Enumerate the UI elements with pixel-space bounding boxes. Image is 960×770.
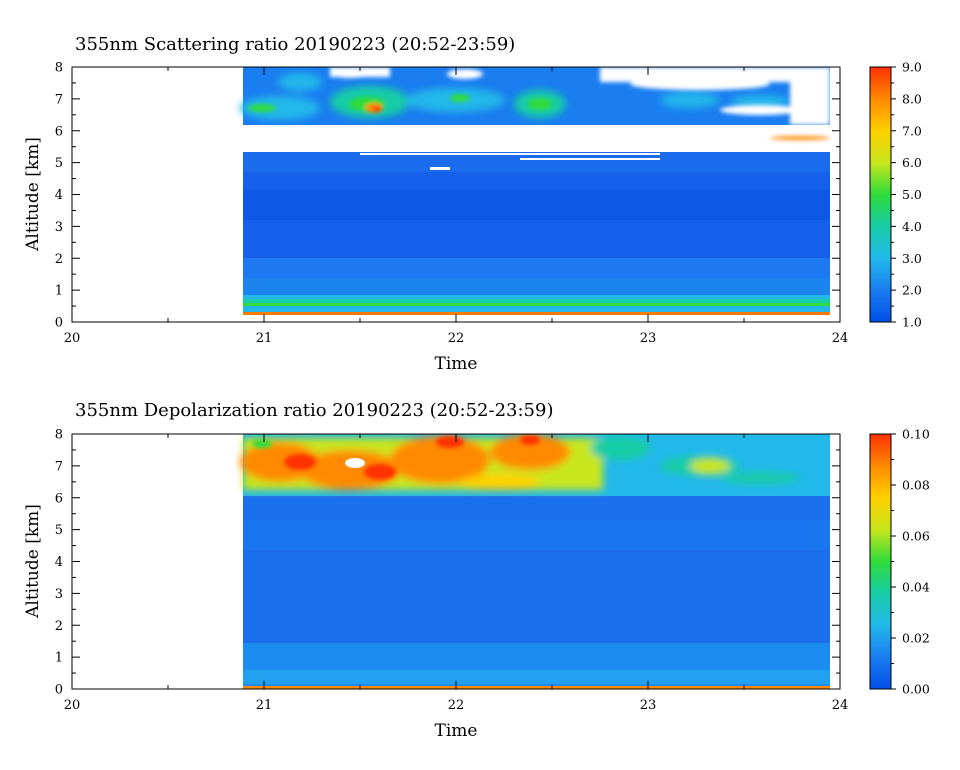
- boundary-layer-lower: [243, 670, 830, 684]
- x-axis-label: Time: [435, 721, 478, 741]
- surface-signal: [243, 686, 830, 689]
- scattering-ratio-panel: 355nm Scattering ratio 20190223 (20:52-2…: [23, 34, 922, 374]
- colorbar: 1.0 2.0 3.0 4.0 5.0 6.0 7.0 8.0 9.0: [869, 60, 922, 330]
- y-tick-label: 4: [55, 188, 63, 203]
- x-tick-label: 21: [256, 698, 273, 713]
- cirrus-peaks: [248, 94, 830, 140]
- colorbar-tick-label: 0.00: [902, 682, 930, 697]
- chart-title: 355nm Scattering ratio 20190223 (20:52-2…: [75, 34, 515, 55]
- x-tick-label: 22: [448, 698, 465, 713]
- x-tick-label: 20: [64, 698, 81, 713]
- aerosol-layer-edge: [243, 295, 830, 299]
- y-tick-label: 8: [55, 428, 63, 443]
- y-tick-label: 7: [55, 459, 63, 474]
- colorbar-tick-label: 0.02: [902, 631, 930, 646]
- aerosol-layer: [243, 299, 830, 306]
- y-tick-label: 5: [55, 523, 63, 538]
- clear-sky-gaps: [243, 125, 830, 170]
- y-tick-label: 4: [55, 555, 63, 570]
- colorbar-tick-label: 0.10: [902, 427, 930, 442]
- heatmap-field: [240, 67, 830, 315]
- colorbar-tick-label: 6.0: [902, 155, 922, 170]
- y-tick-label: 1: [55, 651, 63, 666]
- mid-level-layer: [243, 152, 830, 172]
- x-tick-label: 23: [640, 331, 657, 346]
- colorbar-tick-label: 9.0: [902, 60, 922, 75]
- y-tick-label: 3: [55, 220, 63, 235]
- y-tick-label: 0: [55, 683, 63, 698]
- aerosol-layer-lower: [243, 306, 830, 312]
- x-tick-label: 24: [832, 331, 849, 346]
- colorbar-tick-label: 0.04: [902, 580, 930, 595]
- colorbar-tick-label: 5.0: [902, 187, 922, 202]
- free-troposphere-sublayer: [243, 520, 830, 550]
- surface-signal: [243, 312, 830, 315]
- y-tick-label: 7: [55, 92, 63, 107]
- free-troposphere-sublayer: [243, 190, 830, 220]
- free-troposphere-layer: [243, 496, 830, 646]
- x-tick-label: 20: [64, 331, 81, 346]
- y-tick-label: 8: [55, 61, 63, 76]
- colorbar-tick-label: 1.0: [902, 315, 922, 330]
- y-tick-label: 0: [55, 316, 63, 331]
- colorbar-ticks: 0.00 0.02 0.04 0.06 0.08 0.10: [891, 427, 930, 697]
- colorbar-tick-label: 0.08: [902, 478, 930, 493]
- colorbar-tick-label: 8.0: [902, 91, 922, 106]
- y-tick-label: 2: [55, 252, 63, 267]
- colorbar-tick-label: 2.0: [902, 283, 922, 298]
- colorbar-tick-label: 3.0: [902, 251, 922, 266]
- boundary-layer: [243, 278, 830, 295]
- colorbar-tick-label: 7.0: [902, 123, 922, 138]
- y-tick-label: 3: [55, 587, 63, 602]
- x-tick-label: 21: [256, 331, 273, 346]
- cirrus-structure: [240, 434, 800, 490]
- y-tick-label: 2: [55, 619, 63, 634]
- y-axis-label: Altitude [km]: [23, 137, 43, 252]
- colorbar-tick-label: 0.06: [902, 529, 930, 544]
- y-axis-label: Altitude [km]: [23, 504, 43, 619]
- y-tick-label: 6: [55, 124, 63, 139]
- colorbar: 0.00 0.02 0.04 0.06 0.08 0.10: [869, 427, 930, 697]
- heatmap-field: [240, 434, 830, 689]
- chart-title: 355nm Depolarization ratio 20190223 (20:…: [75, 400, 554, 421]
- x-tick-label: 24: [832, 698, 849, 713]
- colorbar-tick-label: 4.0: [902, 219, 922, 234]
- aerosol-layer-core: [243, 303, 830, 306]
- colorbar-gradient: [869, 433, 892, 690]
- x-tick-label: 23: [640, 698, 657, 713]
- cirrus-gaps: [330, 67, 830, 125]
- cirrus-peaks: [252, 435, 540, 480]
- colorbar-ticks: 1.0 2.0 3.0 4.0 5.0 6.0 7.0 8.0 9.0: [891, 60, 922, 330]
- y-tick-label: 6: [55, 491, 63, 506]
- colorbar-gradient: [869, 66, 892, 323]
- x-axis-label: Time: [435, 354, 478, 374]
- y-tick-label: 1: [55, 284, 63, 299]
- y-tick-label: 5: [55, 156, 63, 171]
- depolarization-ratio-panel: 355nm Depolarization ratio 20190223 (20:…: [23, 400, 930, 741]
- cirrus-gap: [345, 458, 365, 468]
- x-tick-label: 22: [448, 331, 465, 346]
- boundary-layer-top: [243, 258, 830, 278]
